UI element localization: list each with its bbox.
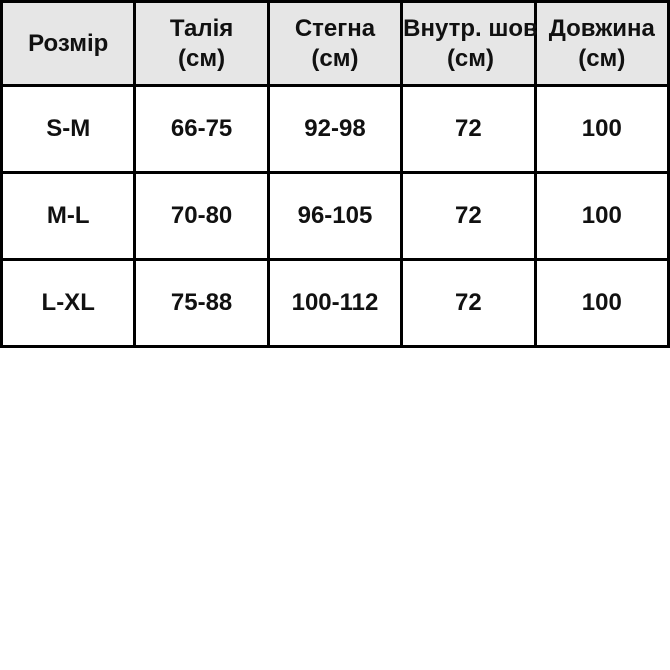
size-cell: S-M	[0, 84, 137, 174]
waist-cell: 66-75	[133, 84, 270, 174]
size-value: S-M	[46, 115, 91, 142]
hips-cell: 96-105	[266, 171, 404, 261]
header-label-length: Довжина (см)	[548, 14, 655, 72]
table-row-ml: M-L 70-80 96-105 72 100	[0, 171, 670, 261]
header-label-waist: Талія (см)	[169, 14, 234, 72]
waist-value: 66-75	[170, 115, 233, 142]
hips-value: 96-105	[297, 202, 373, 229]
size-cell: L-XL	[0, 258, 137, 348]
inseam-value: 72	[455, 289, 482, 316]
header-row: Розмір Талія (см) Стегна (см) Внутр. шов…	[0, 0, 670, 87]
size-cell: M-L	[0, 171, 137, 261]
inseam-cell: 72	[400, 258, 537, 348]
size-value: M-L	[46, 202, 90, 229]
header-cell-inseam: Внутр. шов (см)	[400, 0, 538, 87]
table-row-lxl: L-XL 75-88 100-112 72 100	[0, 258, 670, 348]
header-cell-size: Розмір	[0, 0, 137, 87]
hips-value: 92-98	[304, 115, 366, 142]
inseam-cell: 72	[400, 171, 537, 261]
size-value: L-XL	[41, 289, 95, 316]
header-cell-hips: Стегна (см)	[266, 0, 404, 87]
length-cell: 100	[533, 84, 670, 174]
length-cell: 100	[533, 258, 670, 348]
inseam-value: 72	[455, 115, 482, 142]
length-value: 100	[581, 289, 622, 316]
header-cell-waist: Талія (см)	[133, 0, 270, 87]
header-cell-length: Довжина (см)	[533, 0, 670, 87]
table-row-sm: S-M 66-75 92-98 72 100	[0, 84, 670, 174]
header-label-inseam: Внутр. шов (см)	[403, 14, 538, 72]
header-label-hips: Стегна (см)	[294, 14, 376, 72]
length-cell: 100	[533, 171, 670, 261]
size-chart-table: Розмір Талія (см) Стегна (см) Внутр. шов…	[0, 0, 670, 348]
header-label-size: Розмір	[28, 29, 109, 57]
length-value: 100	[581, 202, 622, 229]
waist-cell: 70-80	[133, 171, 270, 261]
waist-value: 70-80	[170, 202, 233, 229]
length-value: 100	[581, 115, 622, 142]
inseam-value: 72	[455, 202, 482, 229]
inseam-cell: 72	[400, 84, 537, 174]
hips-cell: 100-112	[266, 258, 404, 348]
waist-value: 75-88	[170, 289, 233, 316]
hips-value: 100-112	[291, 289, 379, 316]
waist-cell: 75-88	[133, 258, 270, 348]
hips-cell: 92-98	[266, 84, 404, 174]
